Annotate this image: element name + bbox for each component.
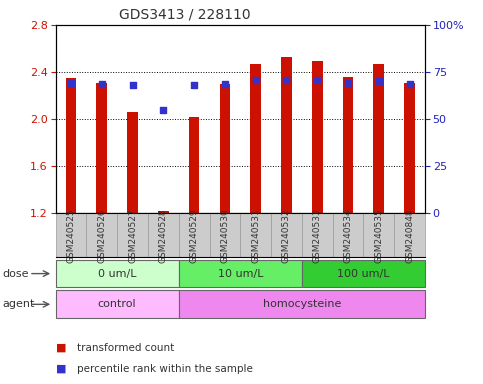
Point: [313, 77, 321, 83]
FancyBboxPatch shape: [179, 291, 425, 318]
Text: 0 um/L: 0 um/L: [98, 268, 136, 279]
Text: ■: ■: [56, 343, 66, 353]
Bar: [373, 64, 384, 213]
Text: GSM240534: GSM240534: [343, 208, 353, 263]
Text: ■: ■: [56, 364, 66, 374]
Text: GSM240532: GSM240532: [282, 208, 291, 263]
Bar: [219, 84, 230, 213]
FancyBboxPatch shape: [56, 260, 179, 287]
Point: [252, 77, 259, 83]
Text: GSM240529: GSM240529: [190, 208, 199, 263]
Text: transformed count: transformed count: [77, 343, 174, 353]
Bar: [281, 57, 292, 213]
Text: GSM240530: GSM240530: [220, 208, 229, 263]
Bar: [404, 83, 415, 213]
Text: GSM240528: GSM240528: [159, 208, 168, 263]
Point: [128, 82, 136, 88]
Text: dose: dose: [2, 268, 29, 279]
Point: [98, 81, 106, 87]
Point: [283, 77, 290, 83]
Bar: [96, 83, 107, 213]
Point: [375, 78, 383, 84]
Bar: [312, 61, 323, 213]
Text: agent: agent: [2, 299, 35, 310]
Point: [67, 79, 75, 86]
Text: GSM240525: GSM240525: [67, 208, 75, 263]
Point: [344, 79, 352, 86]
Bar: [189, 117, 199, 213]
Point: [190, 82, 198, 88]
Text: GSM240533: GSM240533: [313, 208, 322, 263]
Bar: [127, 112, 138, 213]
Text: 10 um/L: 10 um/L: [217, 268, 263, 279]
Text: 100 um/L: 100 um/L: [337, 268, 390, 279]
Point: [221, 81, 229, 87]
FancyBboxPatch shape: [302, 260, 425, 287]
Text: GDS3413 / 228110: GDS3413 / 228110: [119, 7, 251, 21]
Text: GSM240531: GSM240531: [251, 208, 260, 263]
Text: percentile rank within the sample: percentile rank within the sample: [77, 364, 253, 374]
Text: GSM240527: GSM240527: [128, 208, 137, 263]
Bar: [66, 78, 76, 213]
Text: GSM240848: GSM240848: [405, 208, 414, 263]
Point: [159, 106, 167, 113]
Text: GSM240535: GSM240535: [374, 208, 384, 263]
Text: homocysteine: homocysteine: [263, 299, 341, 310]
Bar: [250, 64, 261, 213]
Text: GSM240526: GSM240526: [97, 208, 106, 263]
Text: control: control: [98, 299, 136, 310]
FancyBboxPatch shape: [56, 291, 179, 318]
Bar: [158, 211, 169, 213]
Point: [406, 81, 413, 87]
FancyBboxPatch shape: [179, 260, 302, 287]
Bar: [342, 77, 354, 213]
